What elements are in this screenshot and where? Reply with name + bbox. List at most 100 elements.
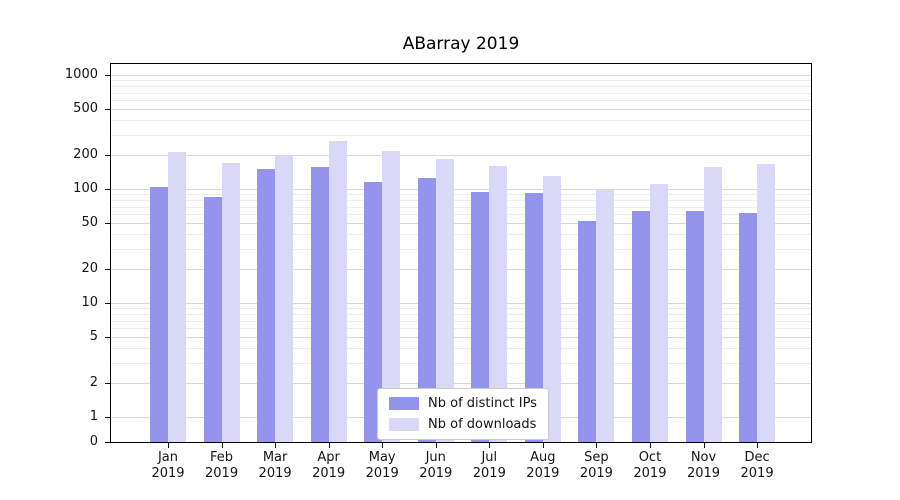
bar-nb-of-downloads-may [382,151,401,442]
bar-nb-of-downloads-sep [596,190,615,442]
bar-nb-of-distinct-ips-aug [524,192,543,442]
gridline-minor-9 [111,308,811,310]
y-tick-label-20: 20 [81,260,98,276]
x-tick-mark-apr [328,443,330,448]
bar-nb-of-downloads-jun [435,158,454,442]
gridline-major-20 [111,268,811,270]
x-tick-mark-aug [542,443,544,448]
x-tick-mark-sep [596,443,598,448]
gridline-minor-400 [111,120,811,122]
y-tick-mark-2 [105,382,110,384]
bar-nb-of-distinct-ips-jun [417,177,436,442]
y-tick-mark-10 [105,303,110,304]
chart-title: ABarray 2019 [402,34,520,54]
y-tick-mark-5 [105,337,110,339]
gridline-minor-7 [111,320,811,322]
x-tick-label-oct: Oct 2019 [633,450,667,481]
x-tick-mark-oct [649,443,651,448]
y-tick-label-10: 10 [81,295,98,310]
bar-nb-of-downloads-nov [703,167,722,442]
gridline-major-2 [111,382,811,384]
y-tick-mark-0 [105,442,110,443]
y-tick-mark-1000 [105,75,110,76]
gridline-minor-700 [111,92,811,94]
x-tick-mark-dec [757,443,759,448]
x-tick-label-jul: Jul 2019 [472,450,506,481]
legend: Nb of distinct IPs Nb of downloads [377,388,549,440]
x-tick-label-apr: Apr 2019 [312,450,346,481]
legend-item-nb-of-distinct-ips: Nb of distinct IPs [389,396,537,411]
bar-nb-of-downloads-feb [221,162,240,442]
y-tick-label-200: 200 [73,146,98,162]
bar-nb-of-downloads-jul [489,165,508,442]
x-tick-label-mar: Mar 2019 [258,450,292,481]
gridline-minor-300 [111,134,811,136]
y-tick-label-100: 100 [73,181,98,196]
bar-nb-of-distinct-ips-jan [150,186,168,442]
bar-nb-of-downloads-aug [542,176,561,442]
y-tick-mark-20 [105,268,110,270]
x-tick-label-nov: Nov 2019 [686,450,721,481]
x-tick-mark-jun [435,443,437,448]
bar-nb-of-distinct-ips-sep [578,221,597,442]
y-tick-mark-500 [105,109,110,111]
bar-nb-of-distinct-ips-mar [257,168,276,442]
y-tick-label-0: 0 [89,434,98,449]
gridline-minor-90 [111,194,811,196]
y-tick-mark-1 [105,417,110,418]
gridline-minor-30 [111,248,811,250]
x-tick-label-sep: Sep 2019 [579,450,613,481]
x-tick-mark-nov [703,443,705,448]
x-tick-label-feb: Feb 2019 [205,450,239,481]
gridline-minor-3 [111,362,811,364]
gridline-major-10 [111,303,811,304]
gridline-minor-40 [111,234,811,236]
y-tick-mark-50 [105,223,110,225]
gridline-major-500 [111,109,811,111]
x-tick-label-aug: Aug 2019 [526,450,560,481]
plot-area [110,63,812,443]
gridline-minor-4 [111,348,811,350]
gridline-major-100 [111,189,811,190]
legend-swatch-icon [389,418,419,431]
x-tick-mark-may [382,443,384,448]
x-tick-mark-jan [168,443,169,448]
gridline-minor-800 [111,86,811,88]
y-tick-mark-100 [105,189,110,190]
x-tick-mark-feb [221,443,223,448]
y-tick-label-5: 5 [89,329,98,345]
x-tick-label-jun: Jun 2019 [419,450,453,481]
y-tick-label-2: 2 [89,374,98,390]
bar-nb-of-downloads-jan [168,152,186,442]
bar-nb-of-distinct-ips-may [364,182,383,442]
legend-swatch-icon [389,397,419,410]
x-tick-label-dec: Dec 2019 [740,450,774,481]
y-tick-label-50: 50 [81,215,98,231]
bar-nb-of-distinct-ips-apr [310,167,329,442]
gridline-minor-8 [111,314,811,316]
gridline-major-1000 [111,75,811,76]
y-tick-label-1000: 1000 [64,67,98,82]
gridline-minor-600 [111,100,811,102]
x-tick-label-may: May 2019 [365,450,399,481]
gridline-minor-60 [111,214,811,216]
gridline-minor-70 [111,206,811,208]
x-tick-mark-jul [489,443,491,448]
y-tick-label-500: 500 [73,101,98,117]
gridline-minor-6 [111,328,811,330]
bar-nb-of-distinct-ips-feb [203,197,222,442]
x-tick-label-jan: Jan 2019 [151,450,185,481]
bar-nb-of-distinct-ips-dec [739,212,758,442]
bar-nb-of-distinct-ips-oct [631,211,650,442]
y-tick-mark-200 [105,154,110,156]
bar-nb-of-distinct-ips-nov [685,211,704,442]
x-tick-mark-mar [275,443,277,448]
y-tick-label-1: 1 [89,409,98,424]
legend-item-label: Nb of distinct IPs [428,396,537,411]
legend-item-nb-of-downloads: Nb of downloads [389,417,537,432]
gridline-major-5 [111,337,811,339]
gridline-major-200 [111,154,811,156]
gridline-major-50 [111,223,811,225]
bar-nb-of-distinct-ips-jul [471,191,490,442]
